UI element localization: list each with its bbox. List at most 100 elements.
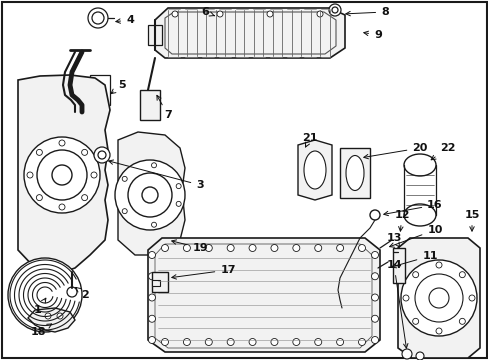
Bar bbox=[339, 148, 369, 198]
Text: 6: 6 bbox=[201, 7, 214, 17]
Circle shape bbox=[468, 295, 474, 301]
Text: 7: 7 bbox=[157, 95, 171, 120]
Polygon shape bbox=[397, 238, 479, 358]
Circle shape bbox=[328, 4, 340, 16]
Circle shape bbox=[412, 318, 418, 324]
Text: 4: 4 bbox=[116, 15, 134, 25]
Bar bbox=[148, 25, 162, 45]
Circle shape bbox=[414, 274, 462, 322]
Circle shape bbox=[358, 244, 365, 252]
Text: 13: 13 bbox=[386, 233, 401, 247]
Polygon shape bbox=[28, 308, 75, 332]
Text: 18: 18 bbox=[30, 324, 52, 337]
Polygon shape bbox=[297, 140, 331, 200]
Bar bbox=[140, 90, 160, 120]
Circle shape bbox=[161, 244, 168, 252]
Circle shape bbox=[435, 262, 441, 268]
Circle shape bbox=[402, 295, 408, 301]
Polygon shape bbox=[18, 75, 110, 275]
Circle shape bbox=[91, 172, 97, 178]
Circle shape bbox=[67, 287, 77, 297]
Circle shape bbox=[98, 151, 106, 159]
Circle shape bbox=[266, 11, 272, 17]
Circle shape bbox=[81, 149, 87, 156]
Polygon shape bbox=[155, 8, 345, 58]
Circle shape bbox=[369, 210, 379, 220]
Ellipse shape bbox=[403, 154, 435, 176]
Circle shape bbox=[148, 252, 155, 258]
Circle shape bbox=[148, 337, 155, 343]
Circle shape bbox=[36, 149, 42, 156]
Circle shape bbox=[331, 7, 337, 13]
Text: 12: 12 bbox=[393, 210, 409, 231]
Circle shape bbox=[458, 318, 465, 324]
Circle shape bbox=[435, 328, 441, 334]
Circle shape bbox=[45, 313, 51, 319]
Circle shape bbox=[371, 252, 378, 258]
Circle shape bbox=[36, 195, 42, 201]
Circle shape bbox=[183, 338, 190, 346]
Text: 15: 15 bbox=[464, 210, 479, 231]
Text: 20: 20 bbox=[363, 143, 427, 159]
Circle shape bbox=[371, 337, 378, 343]
Circle shape bbox=[205, 244, 212, 252]
Polygon shape bbox=[164, 12, 335, 54]
Text: 14: 14 bbox=[386, 260, 407, 348]
Circle shape bbox=[371, 294, 378, 301]
Text: 10: 10 bbox=[389, 225, 442, 247]
Circle shape bbox=[59, 140, 65, 146]
Circle shape bbox=[172, 11, 178, 17]
Text: 11: 11 bbox=[391, 251, 437, 268]
Circle shape bbox=[148, 273, 155, 280]
Polygon shape bbox=[118, 132, 184, 255]
Circle shape bbox=[371, 273, 378, 280]
Circle shape bbox=[400, 260, 476, 336]
Bar bbox=[90, 75, 110, 105]
Circle shape bbox=[161, 338, 168, 346]
Circle shape bbox=[227, 338, 234, 346]
Circle shape bbox=[227, 244, 234, 252]
Text: 8: 8 bbox=[345, 7, 388, 17]
Circle shape bbox=[336, 244, 343, 252]
Circle shape bbox=[415, 352, 423, 360]
Circle shape bbox=[115, 160, 184, 230]
Circle shape bbox=[292, 244, 299, 252]
Circle shape bbox=[24, 137, 100, 213]
Circle shape bbox=[358, 338, 365, 346]
Circle shape bbox=[122, 209, 127, 213]
Circle shape bbox=[122, 176, 127, 181]
Text: 3: 3 bbox=[108, 160, 203, 190]
Circle shape bbox=[148, 315, 155, 322]
Circle shape bbox=[27, 172, 33, 178]
Circle shape bbox=[205, 338, 212, 346]
Bar bbox=[152, 272, 168, 292]
Circle shape bbox=[52, 165, 72, 185]
Circle shape bbox=[92, 12, 104, 24]
Circle shape bbox=[270, 338, 277, 346]
Circle shape bbox=[8, 258, 82, 332]
Circle shape bbox=[316, 11, 323, 17]
Text: 2: 2 bbox=[76, 287, 89, 300]
Circle shape bbox=[217, 11, 223, 17]
Circle shape bbox=[176, 201, 181, 206]
Text: 16: 16 bbox=[383, 200, 442, 216]
Circle shape bbox=[292, 338, 299, 346]
Text: 1: 1 bbox=[34, 298, 46, 315]
Circle shape bbox=[248, 244, 256, 252]
Circle shape bbox=[142, 187, 158, 203]
Circle shape bbox=[57, 313, 63, 319]
Circle shape bbox=[458, 272, 465, 278]
Bar bbox=[152, 280, 160, 286]
Circle shape bbox=[81, 195, 87, 201]
Text: 17: 17 bbox=[171, 265, 235, 279]
Ellipse shape bbox=[403, 204, 435, 226]
Circle shape bbox=[88, 8, 108, 28]
Circle shape bbox=[314, 244, 321, 252]
Circle shape bbox=[37, 150, 87, 200]
Circle shape bbox=[183, 244, 190, 252]
Circle shape bbox=[336, 338, 343, 346]
Circle shape bbox=[94, 147, 110, 163]
Text: 19: 19 bbox=[171, 240, 207, 253]
Circle shape bbox=[151, 163, 156, 168]
Polygon shape bbox=[148, 238, 379, 352]
